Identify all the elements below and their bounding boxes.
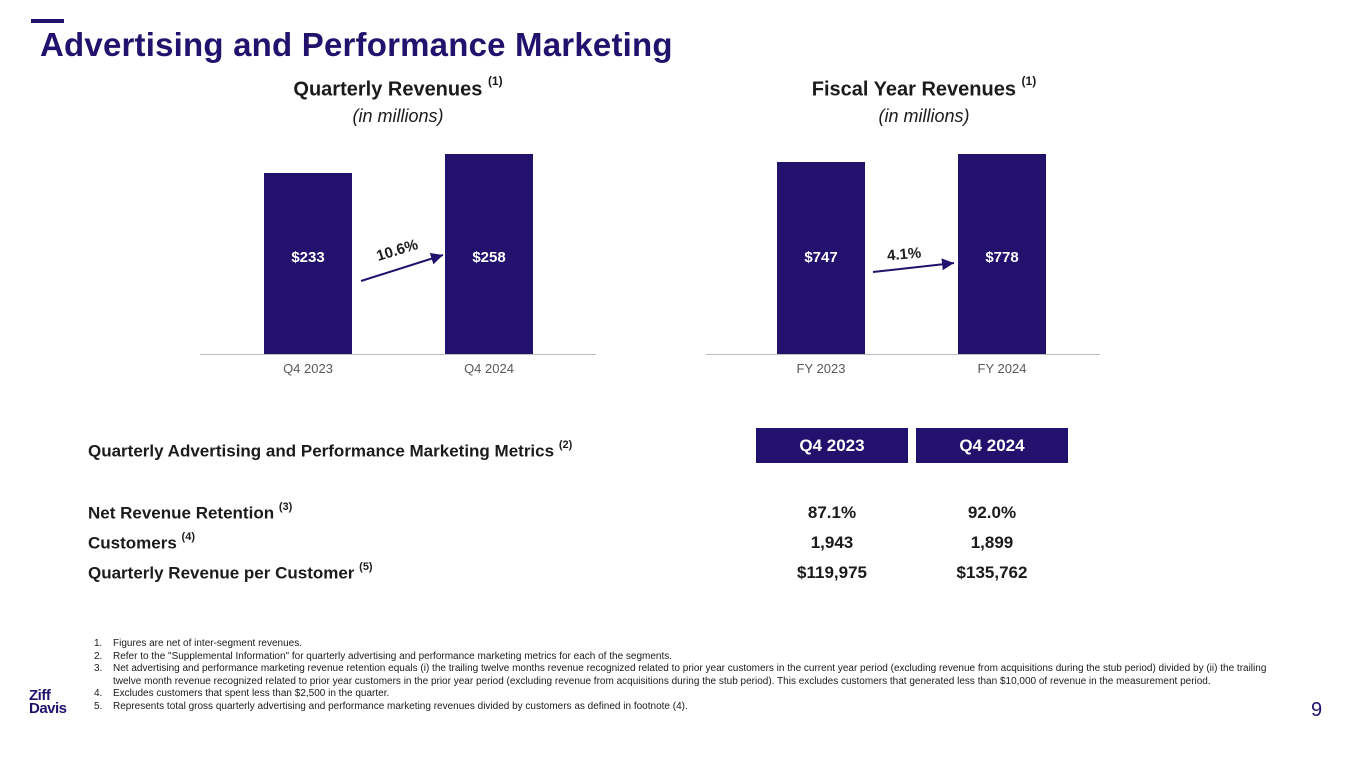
footnote-item: 3. Net advertising and performance market… bbox=[94, 663, 1267, 687]
bar-value-label: $778 bbox=[985, 249, 1019, 266]
metric-value: $135,762 bbox=[956, 563, 1028, 582]
footnotes: 1. Figures are net of inter-segment reven… bbox=[94, 638, 1294, 713]
x-tick-label: FY 2023 bbox=[796, 361, 846, 376]
growth-percentage: 4.1% bbox=[886, 244, 922, 265]
metric-label-revenue-per-customer: Quarterly Revenue per Customer (5) bbox=[88, 561, 373, 583]
metrics-column-header-q4-2024: Q4 2024 bbox=[916, 428, 1068, 463]
page-number: 9 bbox=[1311, 699, 1323, 721]
chart-title: Quarterly Revenues (1) bbox=[293, 74, 503, 101]
page-title: Advertising and Performance Marketing bbox=[40, 26, 673, 63]
metrics-column-header-q4-2023: Q4 2023 bbox=[756, 428, 908, 463]
bar-value-label: $233 bbox=[291, 248, 325, 266]
quarterly-revenue-chart: Quarterly Revenues (1) (in millions) $23… bbox=[200, 70, 596, 380]
footnote-item: 4. Excludes customers that spent less tha… bbox=[94, 688, 390, 699]
metrics-title: Quarterly Advertising and Performance Ma… bbox=[88, 439, 573, 461]
chart-subtitle: (in millions) bbox=[878, 106, 970, 126]
metric-value: 87.1% bbox=[807, 503, 857, 522]
x-axis-line bbox=[200, 354, 596, 355]
bar-fy-2024: $778 bbox=[958, 154, 1046, 354]
growth-arrow bbox=[872, 258, 955, 273]
bar-value-label: $747 bbox=[804, 248, 838, 266]
x-tick-label: Q4 2024 bbox=[464, 361, 514, 376]
bar-fy-2023: $747 bbox=[777, 161, 865, 354]
fiscal-year-revenue-chart: Fiscal Year Revenues (1) (in millions) $… bbox=[706, 70, 1100, 380]
metric-value: 1,943 bbox=[810, 533, 854, 552]
x-axis-line bbox=[706, 354, 1100, 355]
growth-arrow bbox=[360, 252, 444, 282]
x-tick-label: Q4 2023 bbox=[283, 361, 333, 376]
chart-subtitle: (in millions) bbox=[352, 106, 444, 126]
footnote-item: 2. Refer to the "Supplemental Information… bbox=[94, 650, 673, 662]
metric-value: 1,899 bbox=[970, 533, 1014, 552]
x-tick-label: FY 2024 bbox=[977, 361, 1027, 376]
metric-label-customers: Customers (4) bbox=[88, 531, 195, 553]
ziff-davis-logo: Ziff Davis bbox=[29, 687, 67, 717]
bar-q4-2024: $258 bbox=[445, 154, 533, 354]
bar-q4-2023: $233 bbox=[264, 173, 352, 354]
chart-title: Fiscal Year Revenues (1) bbox=[811, 74, 1037, 101]
metric-value: 92.0% bbox=[967, 503, 1017, 522]
title-accent-line bbox=[31, 19, 64, 23]
metric-value: $119,975 bbox=[797, 563, 867, 582]
bar-value-label: $258 bbox=[472, 249, 506, 266]
metric-label-net-revenue-retention: Net Revenue Retention (3) bbox=[88, 501, 293, 523]
footnote-item: 1. Figures are net of inter-segment reven… bbox=[94, 638, 302, 649]
footnote-item: 5. Represents total gross quarterly adver… bbox=[94, 700, 688, 712]
